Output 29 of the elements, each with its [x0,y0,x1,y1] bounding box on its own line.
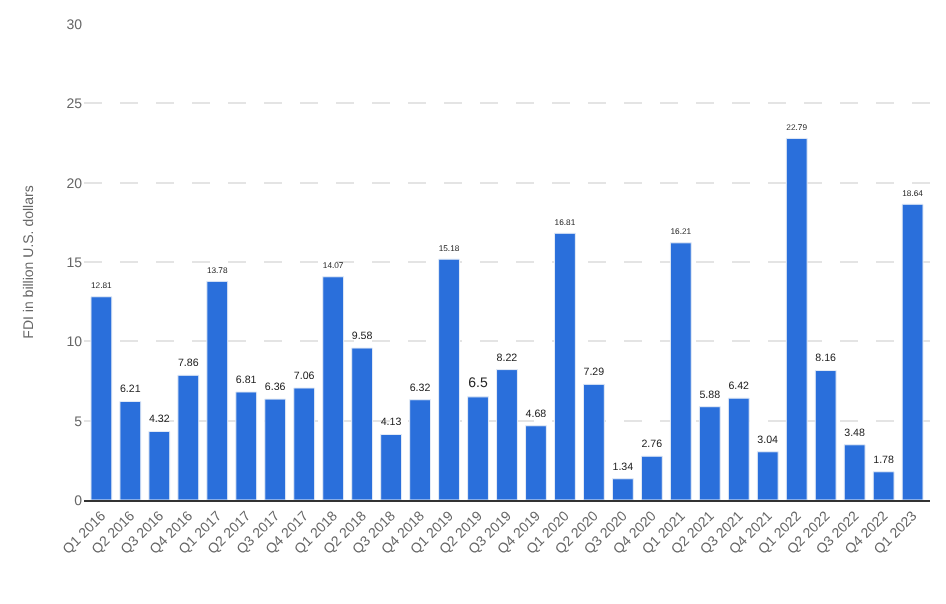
bar [554,232,576,500]
bar [177,374,200,500]
bar [264,398,287,500]
bar [843,444,866,500]
bar [901,203,924,500]
bar [90,296,113,500]
bar [206,280,229,500]
bar [785,137,808,500]
bar [727,397,750,500]
bar [438,258,460,500]
bar [525,425,547,500]
bar [640,455,663,500]
bar [351,347,374,500]
bar [322,276,345,500]
bar [119,400,142,500]
bar [698,406,721,500]
bar [496,369,518,500]
bar [380,433,403,500]
bar [756,451,779,500]
bar [872,471,895,500]
bar [582,383,605,500]
bar [148,430,171,500]
bar [669,242,692,500]
bar [409,399,432,500]
bar [467,396,489,500]
bar [611,478,634,500]
bar [814,370,837,500]
bar [235,391,258,500]
bar [293,387,316,500]
